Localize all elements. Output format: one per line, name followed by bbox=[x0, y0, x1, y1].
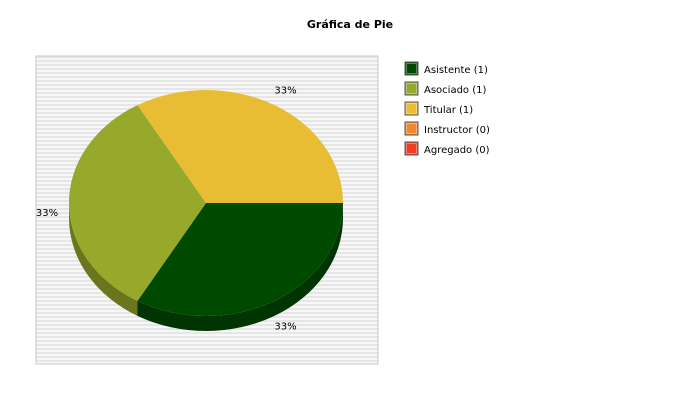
legend-swatch-highlight bbox=[406, 103, 417, 114]
legend-swatch-titular bbox=[404, 101, 419, 116]
legend-label-asociado: Asociado (1) bbox=[424, 85, 486, 96]
legend-swatch-asociado bbox=[404, 81, 419, 96]
legend-swatch-highlight bbox=[406, 123, 417, 134]
legend-swatch-agregado bbox=[404, 141, 419, 156]
chart-title: Gráfica de Pie bbox=[307, 18, 393, 31]
pie-percent-label-asistente: 33% bbox=[274, 321, 296, 332]
pie-labels-layer: 33% 33% 33% bbox=[36, 86, 297, 333]
legend-swatch-instructor bbox=[404, 121, 419, 136]
pie-slice-side-asociado bbox=[68, 203, 138, 316]
legend-swatch-asistente bbox=[404, 61, 419, 76]
pie-percent-label-titular: 33% bbox=[274, 86, 296, 97]
pie-slice-titular bbox=[137, 89, 343, 203]
legend-label-agregado: Agregado (0) bbox=[424, 145, 490, 156]
pie-slice-side-asistente bbox=[137, 203, 343, 331]
pie-slice-asistente bbox=[137, 203, 343, 316]
legend-swatch-highlight bbox=[406, 63, 417, 74]
legend-label-titular: Titular (1) bbox=[423, 105, 473, 116]
legend-label-asistente: Asistente (1) bbox=[424, 65, 488, 76]
legend-swatch-highlight bbox=[406, 143, 417, 154]
pie-slices-layer bbox=[69, 89, 343, 316]
pie-depth-layer bbox=[68, 203, 343, 331]
legend-label-instructor: Instructor (0) bbox=[424, 125, 490, 136]
pie-percent-label-asociado: 33% bbox=[36, 208, 58, 219]
legend-swatch-highlight bbox=[406, 83, 417, 94]
legend: Asistente (1) Asociado (1) Titular (1) Inst… bbox=[404, 61, 490, 156]
